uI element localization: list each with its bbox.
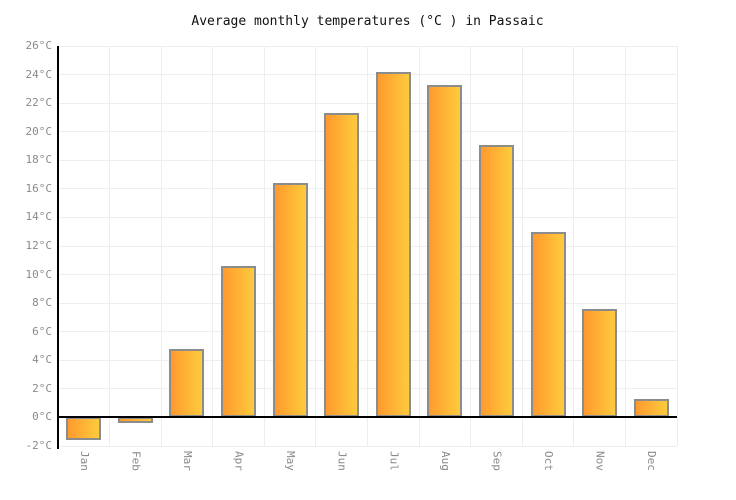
v-gridline-1 [109, 46, 111, 446]
x-tick-label-mar: Mar [180, 451, 194, 471]
bar-jan [66, 417, 102, 441]
y-tick-label-24: 24°C [25, 67, 53, 81]
y-tick-label-18: 18°C [25, 153, 53, 167]
zero-axis-line [58, 416, 677, 419]
v-gridline-6 [367, 46, 368, 446]
x-tick-label-sep: Sep [490, 451, 504, 471]
plot-area [57, 45, 678, 449]
x-tick-label-jul: Jul [387, 451, 401, 471]
bar-jul [375, 71, 411, 418]
bar-mar [169, 348, 205, 418]
y-axis-line [57, 46, 59, 449]
v-gridline-9 [521, 46, 523, 446]
y-tick-label--2: -2°C [25, 439, 53, 452]
bar-oct [530, 231, 566, 418]
h-gridline--2 [58, 445, 677, 447]
y-tick-label-14: 14°C [25, 210, 53, 224]
y-tick-label-22: 22°C [25, 96, 53, 110]
y-tick-label-8: 8°C [32, 296, 52, 310]
bar-jun [324, 113, 360, 418]
v-gridline-7 [418, 46, 420, 446]
y-tick-label-6: 6°C [32, 324, 52, 338]
x-tick-label-apr: Apr [232, 451, 246, 471]
bar-sep [478, 144, 514, 418]
y-tick-label-0: 0°C [32, 410, 52, 424]
x-tick-label-aug: Aug [438, 451, 452, 471]
chart-title: Average monthly temperatures (°C ) in Pa… [191, 14, 544, 29]
v-gridline-10 [573, 46, 575, 446]
bar-may [272, 183, 308, 418]
y-tick-label-12: 12°C [25, 239, 53, 252]
x-tick-label-feb: Feb [129, 451, 143, 471]
y-tick-label-16: 16°C [25, 181, 53, 195]
bar-dec [633, 398, 669, 418]
v-gridline-11 [624, 46, 626, 446]
y-tick-label-26: 26°C [25, 39, 53, 52]
v-gridline-3 [212, 46, 214, 446]
x-tick-label-may: May [284, 451, 298, 471]
x-tick-label-oct: Oct [542, 451, 556, 471]
v-gridline-4 [263, 46, 265, 446]
bar-aug [427, 84, 463, 418]
y-tick-label-2: 2°C [32, 381, 52, 395]
v-gridline-2 [160, 46, 162, 446]
x-tick-label-jan: Jan [77, 451, 91, 471]
v-gridline-5 [315, 46, 317, 446]
bar-apr [221, 266, 257, 418]
x-tick-label-dec: Dec [645, 451, 659, 471]
bar-nov [582, 308, 618, 418]
v-gridline-12 [676, 46, 678, 446]
x-tick-label-nov: Nov [593, 451, 607, 471]
y-tick-label-20: 20°C [25, 124, 53, 138]
y-tick-label-4: 4°C [32, 353, 52, 367]
v-gridline-8 [470, 46, 472, 446]
x-tick-label-jun: Jun [335, 451, 349, 471]
y-tick-label-10: 10°C [25, 267, 53, 281]
